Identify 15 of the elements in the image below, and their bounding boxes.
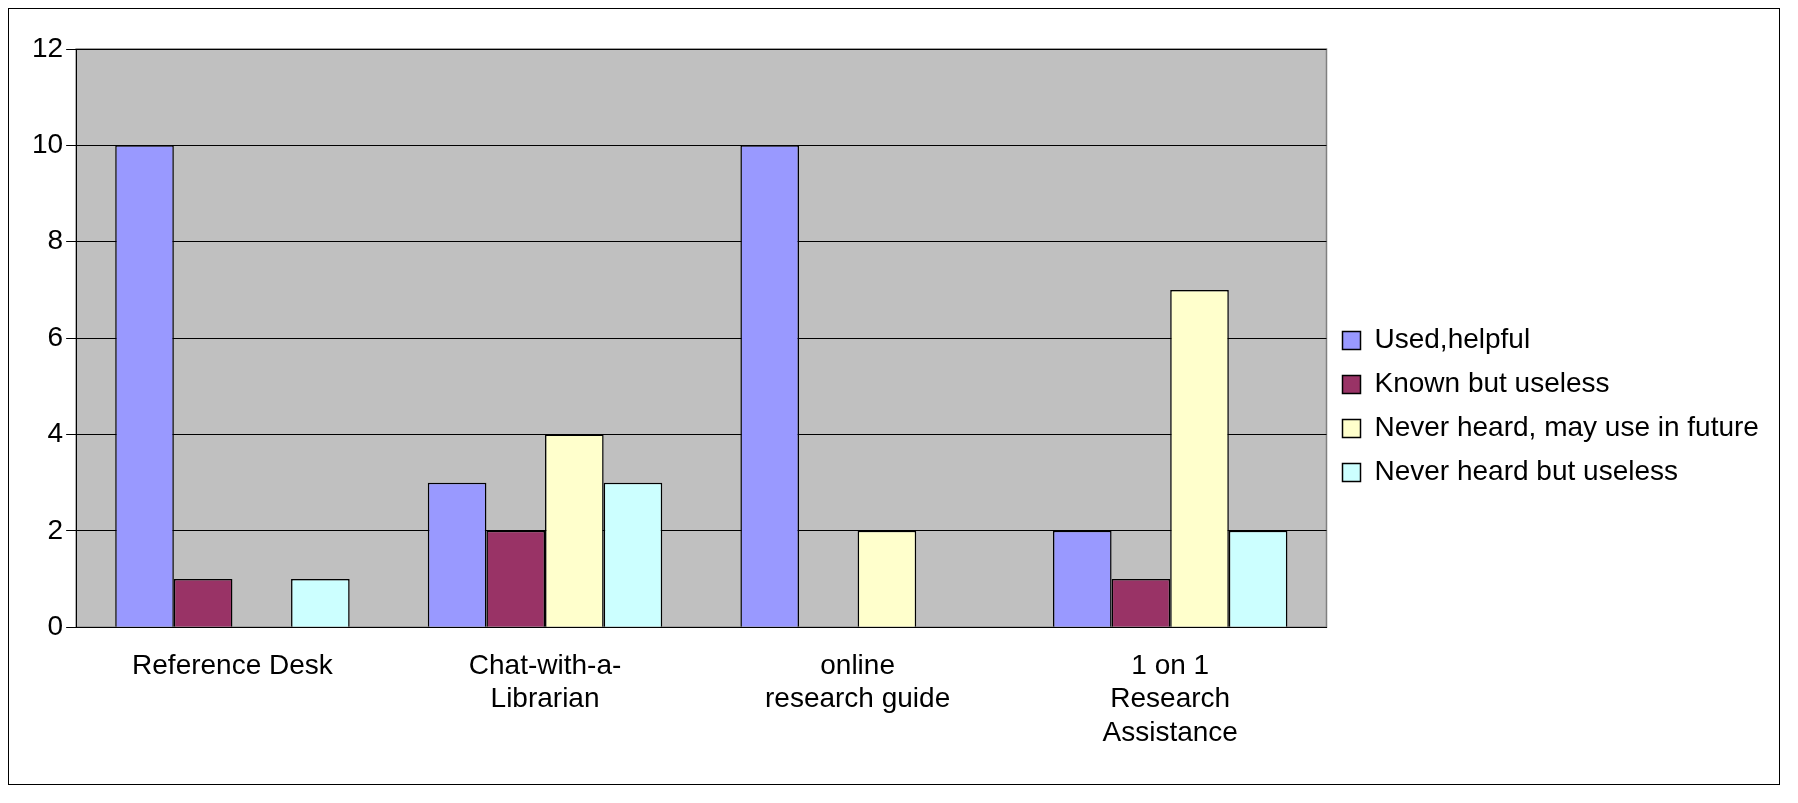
legend-label: Known but useless <box>1374 367 1610 399</box>
legend-label: Used,helpful <box>1374 323 1531 355</box>
x-tick-label: 1 on 1 Research Assistance <box>1102 648 1238 747</box>
legend-label: Never heard but useless <box>1374 455 1679 487</box>
legend-label: Never heard, may use in future <box>1374 411 1759 443</box>
y-tick-label: 10 <box>31 128 64 160</box>
y-tick-label: 0 <box>47 609 64 641</box>
x-tick-label: Chat-with-a-Librarian <box>468 648 622 714</box>
y-tick-label: 12 <box>31 31 64 63</box>
y-tick-label: 8 <box>47 224 64 256</box>
y-tick-label: 2 <box>47 513 64 545</box>
x-tick-label: Reference Desk <box>132 648 334 680</box>
x-tick-label: online research guide <box>765 648 951 714</box>
y-tick-label: 4 <box>47 417 64 449</box>
y-tick-label: 6 <box>47 320 64 352</box>
